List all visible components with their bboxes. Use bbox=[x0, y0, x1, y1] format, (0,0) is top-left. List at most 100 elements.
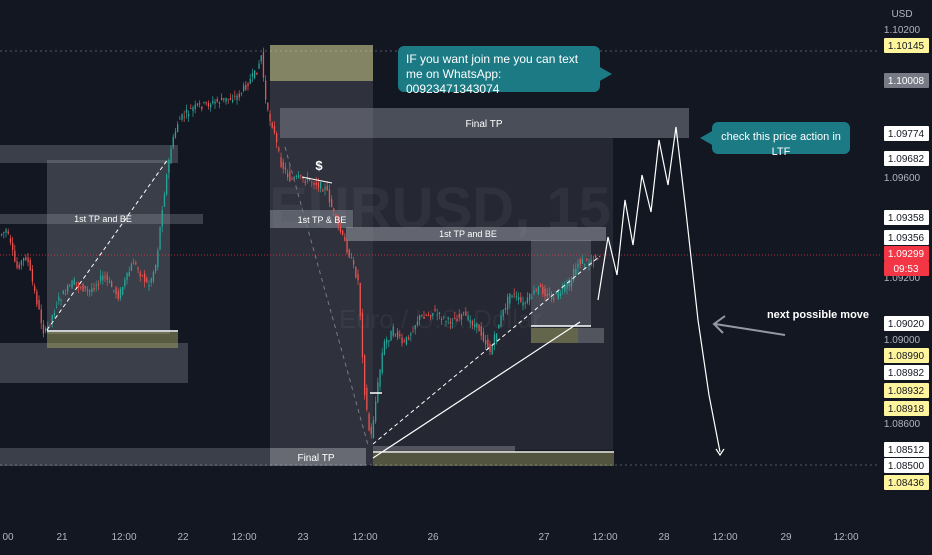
candle bbox=[29, 257, 31, 272]
candle bbox=[210, 102, 212, 112]
candle bbox=[337, 215, 339, 231]
candle bbox=[568, 277, 570, 291]
candle bbox=[117, 287, 119, 302]
candle bbox=[432, 312, 434, 320]
zone-left-yellow bbox=[47, 332, 178, 348]
candle bbox=[194, 100, 196, 114]
candle bbox=[240, 92, 243, 97]
candle bbox=[190, 104, 192, 109]
tp-label-left: 1st TP and BE bbox=[74, 214, 132, 224]
x-tick-label: 12:00 bbox=[231, 532, 256, 543]
trendline-right-solid bbox=[372, 321, 581, 459]
candle bbox=[562, 282, 564, 295]
candles bbox=[1, 47, 599, 439]
candle bbox=[575, 263, 577, 277]
price-tag-label: 1.09299 bbox=[888, 249, 925, 260]
candle bbox=[399, 329, 401, 339]
candle bbox=[86, 286, 89, 296]
x-tick-label: 12:00 bbox=[712, 532, 737, 543]
candle bbox=[467, 311, 469, 322]
candle bbox=[161, 205, 163, 233]
candle bbox=[584, 263, 586, 269]
candle bbox=[403, 338, 405, 344]
candle bbox=[408, 335, 410, 341]
candle bbox=[401, 333, 403, 347]
candle bbox=[49, 324, 51, 327]
price-tag: 1.09356 bbox=[884, 230, 929, 245]
candle bbox=[188, 110, 190, 122]
candle bbox=[104, 271, 106, 283]
candle bbox=[460, 313, 463, 326]
price-tag: 1.08500 bbox=[884, 458, 929, 473]
price-tag: 1.08982 bbox=[884, 365, 929, 380]
candle bbox=[456, 314, 458, 322]
candle bbox=[454, 311, 456, 320]
candle bbox=[414, 324, 416, 335]
candle bbox=[423, 310, 425, 320]
zone-tp-band-right bbox=[346, 227, 606, 241]
x-tick-label: 12:00 bbox=[833, 532, 858, 543]
candle bbox=[564, 281, 566, 294]
candle bbox=[540, 283, 542, 288]
zone-bottom-final bbox=[270, 448, 366, 466]
price-tag: 1.09020 bbox=[884, 316, 929, 331]
candle bbox=[212, 96, 214, 105]
candle bbox=[342, 229, 344, 236]
candle bbox=[174, 128, 177, 139]
candle bbox=[38, 295, 40, 311]
candle bbox=[445, 320, 447, 327]
candle bbox=[335, 213, 337, 221]
price-axis: USD 1.102001.096001.092001.090001.08600 … bbox=[884, 9, 929, 490]
candle bbox=[60, 298, 62, 306]
candle bbox=[500, 310, 502, 328]
candle bbox=[163, 191, 166, 208]
candle bbox=[262, 47, 265, 82]
candle bbox=[100, 269, 102, 285]
candle bbox=[95, 280, 97, 292]
candle bbox=[533, 285, 535, 296]
candle bbox=[278, 146, 280, 153]
candle bbox=[273, 121, 276, 135]
price-tag: 1.08436 bbox=[884, 475, 929, 490]
price-tag: 1.08512 bbox=[884, 442, 929, 457]
candle bbox=[269, 110, 271, 126]
candle bbox=[20, 259, 23, 270]
candle bbox=[570, 276, 573, 292]
price-tag: 1.09774 bbox=[884, 126, 929, 141]
candle bbox=[313, 180, 315, 189]
candle bbox=[513, 288, 515, 299]
price-tag: 1.09299 bbox=[884, 246, 929, 261]
price-tag-label: 1.08990 bbox=[888, 351, 925, 362]
candle bbox=[232, 94, 234, 104]
candle bbox=[236, 93, 238, 105]
candle bbox=[419, 314, 421, 326]
y-tick-label: 1.09200 bbox=[884, 273, 921, 284]
candle bbox=[333, 207, 335, 216]
candle bbox=[58, 292, 60, 305]
candle bbox=[427, 311, 430, 317]
candle bbox=[546, 288, 548, 298]
candle bbox=[298, 171, 300, 179]
candle bbox=[122, 286, 124, 296]
candle bbox=[170, 145, 172, 164]
candle bbox=[135, 260, 137, 266]
candle bbox=[375, 396, 377, 424]
candle bbox=[300, 174, 302, 179]
candle bbox=[260, 54, 262, 65]
candle bbox=[493, 331, 496, 351]
candle bbox=[51, 314, 53, 328]
candle bbox=[353, 256, 355, 269]
candle bbox=[504, 303, 507, 314]
x-tick-label: 22 bbox=[177, 532, 189, 543]
candle bbox=[339, 222, 342, 235]
candle bbox=[89, 289, 91, 297]
candle bbox=[322, 188, 324, 192]
price-tag-label: 1.08932 bbox=[888, 386, 925, 397]
candle bbox=[150, 277, 152, 287]
candle bbox=[526, 292, 529, 305]
candle bbox=[548, 287, 551, 298]
candle bbox=[256, 72, 258, 75]
candle bbox=[78, 281, 80, 293]
candle bbox=[225, 97, 227, 105]
